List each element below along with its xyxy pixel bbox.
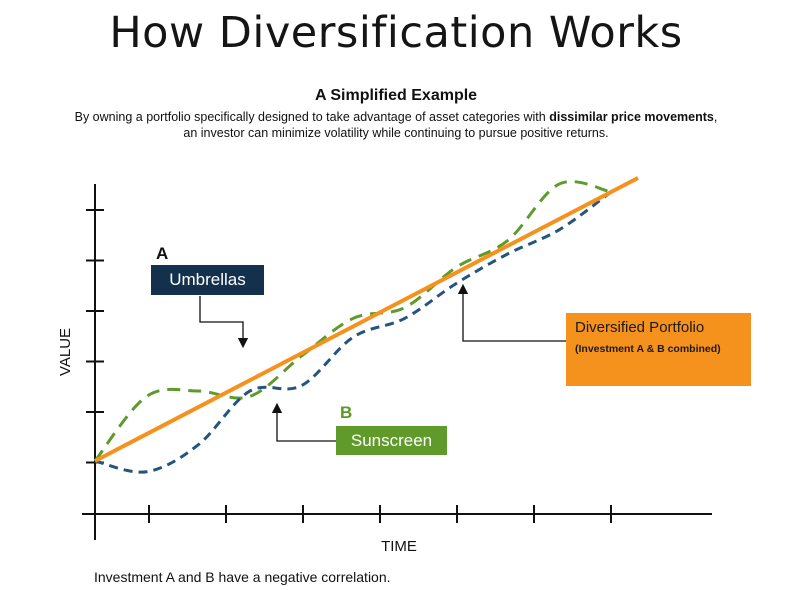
umbrellas-label: Umbrellas <box>151 265 264 295</box>
umbrellas-arrow <box>199 296 249 349</box>
description-bold: dissimilar price movements <box>549 110 714 124</box>
description: By owning a portfolio specifically desig… <box>0 109 792 141</box>
chart-series <box>93 176 639 474</box>
portfolio-label-box: Diversified Portfolio (Investment A & B … <box>566 313 751 386</box>
portfolio-note: (Investment A & B combined) <box>575 343 721 355</box>
sunscreen-letter: B <box>340 403 353 422</box>
description-line2: an investor can minimize volatility whil… <box>183 126 609 140</box>
umbrellas-line <box>94 190 612 474</box>
callout-arrows <box>199 283 566 442</box>
page-subtitle: A Simplified Example <box>314 87 478 104</box>
portfolio-arrow <box>457 283 566 342</box>
page-title: How Diversification Works <box>109 8 683 58</box>
x-axis-label: TIME <box>381 538 417 555</box>
footnote: Investment A and B have a negative corre… <box>94 569 391 585</box>
sunscreen-line <box>93 180 612 462</box>
umbrellas-letter: A <box>156 244 169 263</box>
description-part1: By owning a portfolio specifically desig… <box>74 110 550 124</box>
y-axis-label: VALUE <box>57 328 74 376</box>
sunscreen-label: Sunscreen <box>336 426 447 455</box>
portfolio-label: Diversified Portfolio <box>575 319 705 336</box>
portfolio-line <box>94 176 639 463</box>
chart-axes <box>82 184 712 540</box>
description-part2: , <box>713 110 718 124</box>
sunscreen-arrow <box>271 402 336 442</box>
